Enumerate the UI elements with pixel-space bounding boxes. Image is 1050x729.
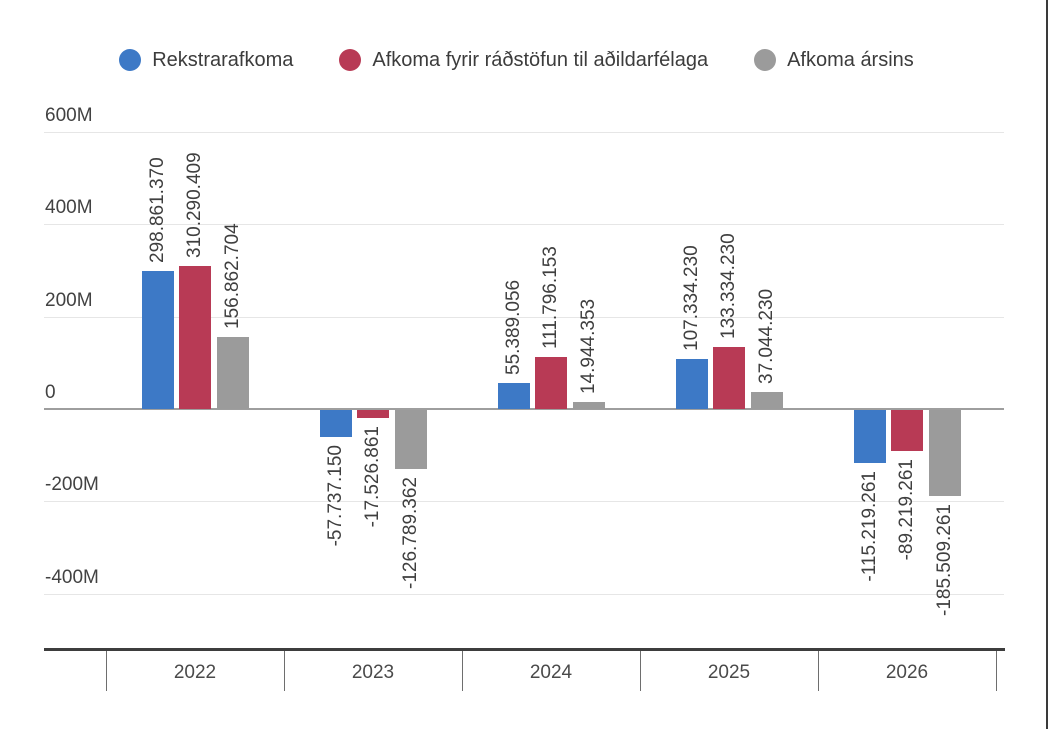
bar-2025-series2[interactable] <box>750 391 783 409</box>
bar-2026-series0[interactable] <box>853 410 886 464</box>
bar-value-label: -126.789.362 <box>399 476 421 589</box>
gridline <box>44 593 1004 595</box>
bar-2026-series2[interactable] <box>928 410 961 496</box>
bar-value-label: 156.862.704 <box>221 222 243 329</box>
bar-2024-series1[interactable] <box>535 357 567 409</box>
bar-2024-series0[interactable] <box>497 383 530 409</box>
page-right-border <box>1046 0 1048 729</box>
zero-gridline <box>44 408 1004 410</box>
gridline <box>44 501 1004 503</box>
legend-item-afkoma-arsins: Afkoma ársins <box>754 49 914 72</box>
bar-value-label: 37.044.230 <box>755 288 777 384</box>
bar-value-label: 14.944.353 <box>577 299 599 395</box>
legend-label: Afkoma ársins <box>787 48 914 71</box>
legend-swatch-blue-icon <box>119 49 142 71</box>
x-axis-tick <box>284 651 285 691</box>
bar-2023-series0[interactable] <box>319 410 352 437</box>
bar-value-label: -17.526.861 <box>362 426 383 528</box>
legend-label: Rekstrarafkoma <box>152 48 294 71</box>
bar-value-label: 310.290.409 <box>184 152 205 258</box>
x-axis-line <box>44 648 1005 651</box>
x-axis-tick <box>640 651 641 691</box>
bar-value-label: 107.334.230 <box>680 245 702 352</box>
bar-value-label: 111.796.153 <box>540 246 561 350</box>
bar-2022-series1[interactable] <box>179 265 211 409</box>
bar-value-label: -57.737.150 <box>324 444 346 547</box>
bar-value-label: 55.389.056 <box>502 280 524 376</box>
x-axis-tick <box>818 651 819 691</box>
bar-2023-series2[interactable] <box>394 410 427 469</box>
y-axis-label: 0 <box>45 382 56 403</box>
bar-2024-series2[interactable] <box>572 402 605 409</box>
legend-swatch-red-icon <box>339 49 362 71</box>
gridline <box>44 132 1004 134</box>
y-axis-label: 400M <box>45 197 93 219</box>
x-axis-tick <box>462 651 463 691</box>
y-axis-label: 600M <box>45 105 93 127</box>
category-label-2024: 2024 <box>529 662 573 683</box>
category-label-2025: 2025 <box>707 662 751 683</box>
legend-item-afkoma-fyrir-radstofun: Afkoma fyrir ráðstöfun til aðildarfélaga <box>339 49 708 72</box>
legend: Rekstrarafkoma Afkoma fyrir ráðstöfun ti… <box>0 46 1033 74</box>
bar-value-label: -115.219.261 <box>858 471 880 582</box>
bar-value-label: 133.334.230 <box>718 233 739 340</box>
category-label-2022: 2022 <box>173 662 217 683</box>
bar-2026-series1[interactable] <box>891 410 923 452</box>
y-axis-label: -400M <box>45 566 99 588</box>
legend-label: Afkoma fyrir ráðstöfun til aðildarfélaga <box>372 48 709 71</box>
bar-2025-series0[interactable] <box>675 359 708 409</box>
gridline <box>44 224 1004 226</box>
x-axis-tick <box>996 651 997 691</box>
category-label-2023: 2023 <box>351 662 395 683</box>
bar-value-label: -185.509.261 <box>933 503 955 616</box>
bar-value-label: -89.219.261 <box>896 459 917 561</box>
y-axis-label: -200M <box>45 474 99 496</box>
x-axis-tick <box>106 651 107 691</box>
bar-2025-series1[interactable] <box>713 347 745 409</box>
legend-item-rekstrarafkoma: Rekstrarafkoma <box>119 49 293 72</box>
bar-value-label: 298.861.370 <box>146 157 168 264</box>
legend-swatch-gray-icon <box>754 49 777 71</box>
bar-2023-series1[interactable] <box>357 410 389 419</box>
category-label-2026: 2026 <box>885 662 929 683</box>
bar-2022-series0[interactable] <box>141 271 174 409</box>
y-axis-label: 200M <box>45 289 93 311</box>
bar-2022-series2[interactable] <box>216 336 249 409</box>
gridline <box>44 316 1004 318</box>
